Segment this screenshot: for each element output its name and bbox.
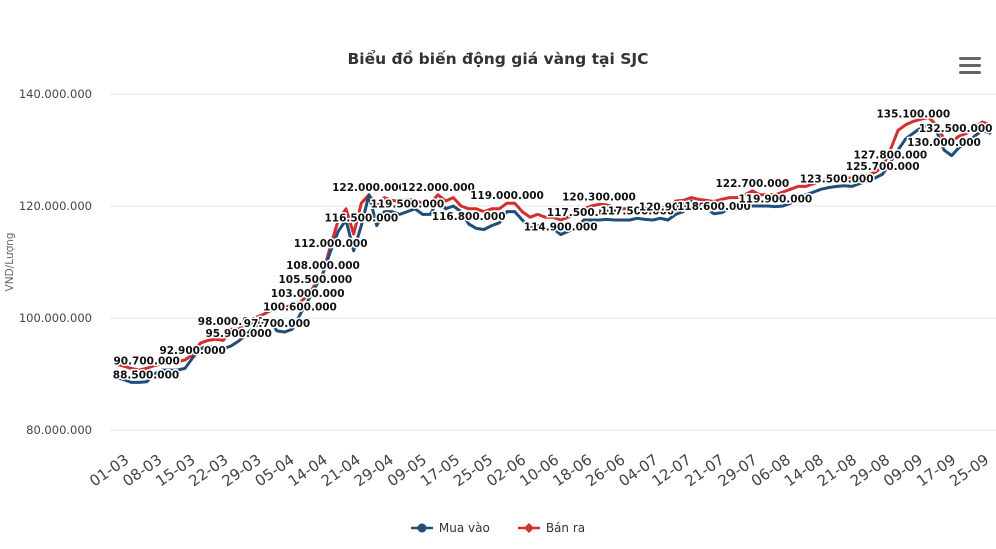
y-tick-label: 80.000.000	[26, 423, 92, 437]
data-label: 120.300.000	[562, 191, 636, 203]
data-label: 119.900.000	[738, 194, 812, 206]
series-line-buy[interactable]	[114, 123, 992, 384]
legend-marker-buy	[410, 523, 433, 533]
data-label: 98.000.000	[198, 316, 264, 328]
data-label: 118.600.000	[677, 201, 751, 213]
y-axis-label: VND/Lượng	[4, 233, 16, 292]
data-label: 90.700.000	[113, 355, 179, 367]
x-tick-label: 25-09	[946, 451, 992, 491]
data-label: 120.900.000	[639, 201, 713, 213]
data-label: 127.800.000	[853, 149, 927, 161]
data-label: 123.500.000	[800, 173, 874, 185]
data-label: 125.700.000	[846, 161, 920, 173]
data-label: 122.000.000	[332, 182, 406, 194]
legend-item-buy[interactable]: Mua vào	[410, 521, 490, 535]
y-tick-label: 120.000.000	[19, 199, 92, 213]
grid-lines	[110, 93, 996, 431]
hamburger-menu-icon[interactable]	[957, 55, 983, 77]
data-label: 108.000.000	[286, 260, 360, 272]
y-axis-tick-labels: 80.000.000 100.000.000 120.000.000 140.000.…	[19, 87, 92, 437]
chart-title: Biểu đồ biến động giá vàng tại SJC	[347, 50, 649, 68]
data-label: 112.000.000	[294, 238, 368, 250]
data-label: 122.700.000	[715, 178, 789, 190]
series-lines	[114, 116, 992, 384]
data-label: 100.600.000	[263, 302, 337, 314]
data-label: 132.500.000	[919, 123, 993, 135]
legend-label-sell: Bán ra	[545, 521, 586, 535]
data-label: 114.900.000	[524, 222, 598, 234]
data-label: 116.500.000	[324, 213, 398, 225]
y-tick-label: 100.000.000	[19, 311, 92, 325]
data-label: 119.000.000	[470, 190, 544, 202]
x-axis-tick-labels: 01-0308-0315-0322-0329-0305-0414-0421-04…	[86, 451, 992, 491]
data-label: 116.800.000	[432, 211, 506, 223]
data-label: 103.000.000	[271, 288, 345, 300]
legend-marker-sell	[517, 523, 540, 533]
chart-legend: Mua vào Bán ra	[0, 521, 996, 535]
data-label: 105.500.000	[278, 274, 352, 286]
legend-label-buy: Mua vào	[438, 521, 490, 535]
data-label: 135.100.000	[876, 108, 950, 120]
data-label: 117.500.000	[547, 207, 621, 219]
data-label: 92.900.000	[159, 345, 225, 357]
y-tick-label: 140.000.000	[19, 87, 92, 101]
data-label: 117.500.000	[600, 205, 674, 217]
series-line-sell[interactable]	[114, 116, 992, 372]
data-label: 88.500.000	[113, 369, 179, 381]
legend-item-sell[interactable]: Bán ra	[517, 521, 586, 535]
data-label: 130.000.000	[907, 137, 981, 149]
data-label: 119.500.000	[370, 199, 444, 211]
data-label: 122.000.000	[401, 182, 475, 194]
data-label: 97.700.000	[244, 318, 310, 330]
data-label: 95.900.000	[205, 328, 271, 340]
